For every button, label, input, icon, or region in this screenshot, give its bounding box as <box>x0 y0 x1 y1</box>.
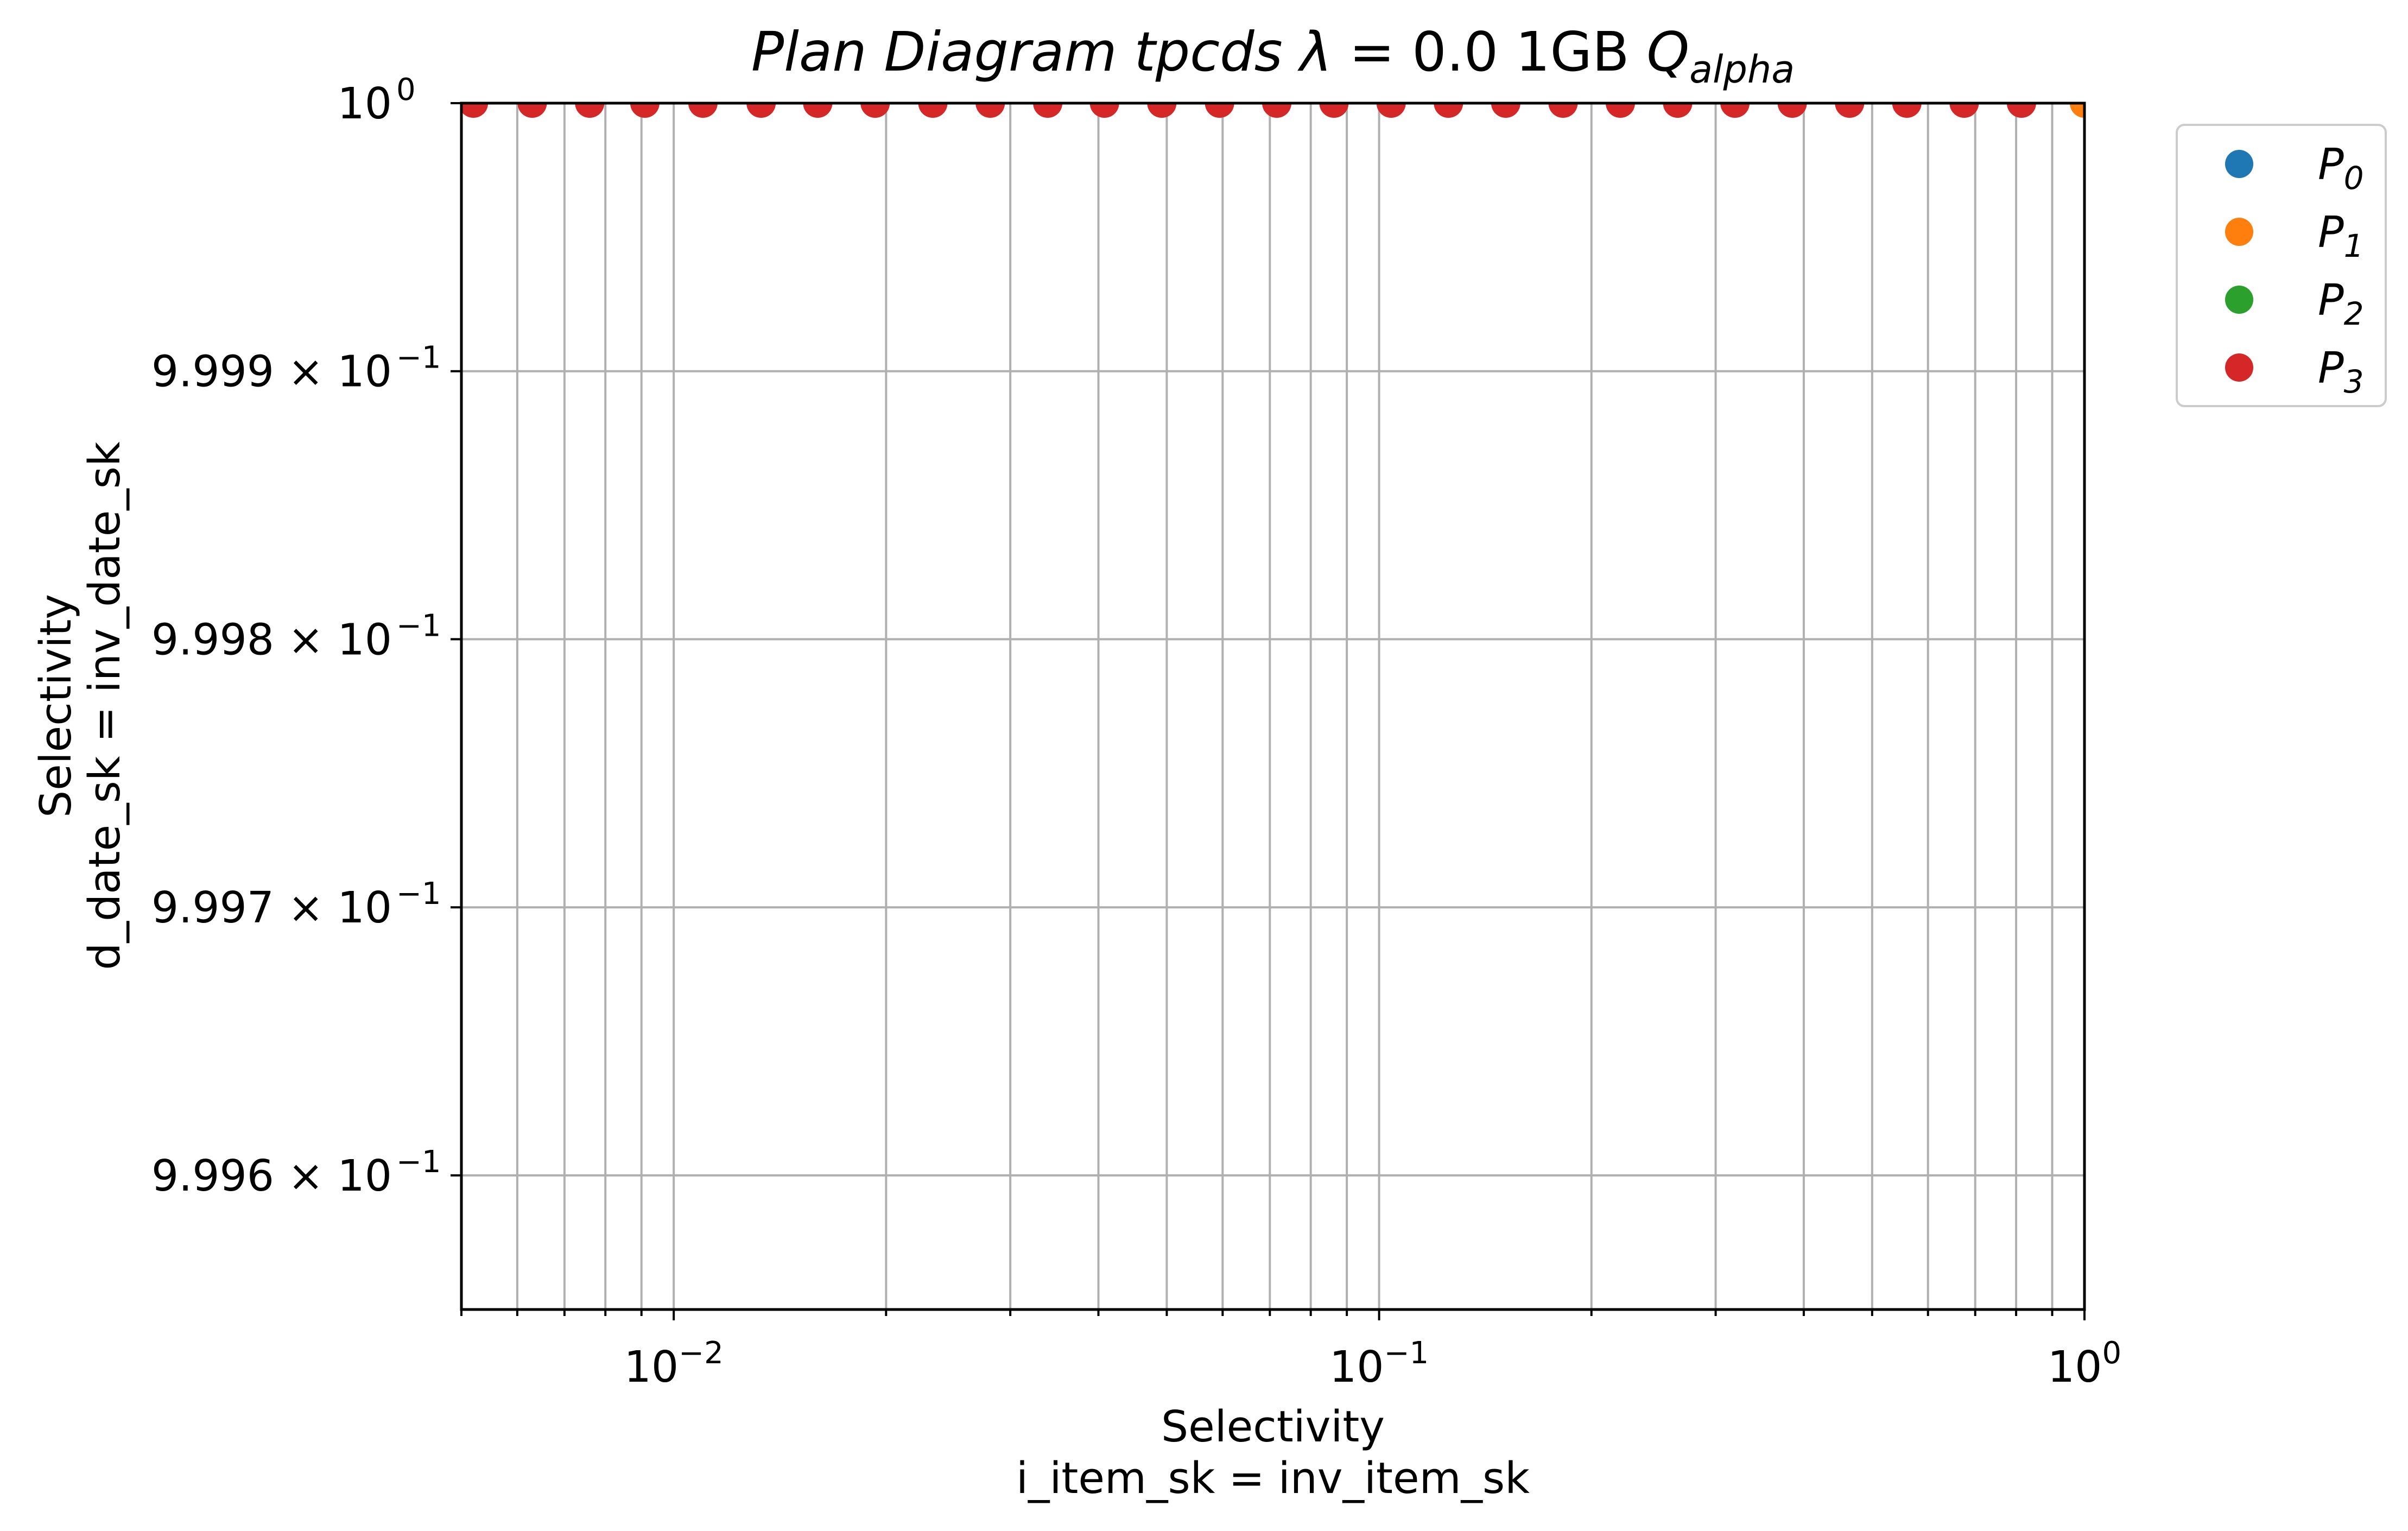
scatter-point-p3 <box>746 103 776 118</box>
scatter-point-p3 <box>461 103 489 118</box>
scatter-point-p3 <box>1491 103 1520 118</box>
scatter-point-p3 <box>1777 103 1807 118</box>
scatter-point-p3 <box>1606 103 1636 118</box>
x-tick-label: 10−1 <box>1329 1336 1429 1392</box>
scatter-point-p3 <box>2006 103 2036 118</box>
scatter-point-p3 <box>1205 103 1234 118</box>
y-tick-exponent: 0 <box>396 72 416 107</box>
legend-marker-p2 <box>2225 286 2253 314</box>
scatter-point-p3 <box>1892 103 1922 118</box>
y-axis-label-line-1: Selectivity <box>31 594 81 818</box>
legend-label-p2: P2 <box>2318 275 2364 332</box>
y-tick-exponent: −1 <box>396 876 441 912</box>
x-axis-label-line-2: i_item_sk = inv_item_sk <box>1016 1453 1530 1503</box>
scatter-point-p3 <box>1089 103 1119 118</box>
legend-label-p3: P3 <box>2318 343 2364 400</box>
scatter-point-p3 <box>1663 103 1693 118</box>
scatter-point-p3 <box>1262 103 1292 118</box>
y-tick-label: 9.997 × 10 <box>151 883 392 933</box>
scatter-point-p3 <box>1319 103 1349 118</box>
scatter-point-p3 <box>575 103 605 118</box>
legend-label-p1: P1 <box>2318 207 2364 264</box>
scatter-point-p3 <box>1835 103 1865 118</box>
legend-marker-p1 <box>2225 218 2253 246</box>
scatter-point-p3 <box>630 103 660 118</box>
scatter-point-p3 <box>1434 103 1463 118</box>
scatter-point-p3 <box>1147 103 1177 118</box>
y-tick-exponent: −1 <box>396 340 441 376</box>
y-tick-label: 9.996 × 10 <box>151 1151 392 1201</box>
scatter-point-p3 <box>688 103 718 118</box>
scatter-point-p3 <box>1376 103 1406 118</box>
scatter-point-p3 <box>1949 103 1979 118</box>
chart-title: Plan Diagram tpcds λ = 0.0 1GB Qalpha <box>751 20 1795 92</box>
y-tick-label: 10 <box>337 79 392 129</box>
scatter-point-p3 <box>517 103 547 118</box>
legend-label-p0: P0 <box>2318 140 2364 197</box>
legend-box <box>2176 124 2387 407</box>
plot-area <box>461 103 2084 1309</box>
scatter-point-p3 <box>1720 103 1750 118</box>
y-tick-label: 9.998 × 10 <box>151 615 392 665</box>
x-axis-label-line-1: Selectivity <box>1161 1402 1385 1452</box>
scatter-point-p3 <box>803 103 833 118</box>
y-tick-exponent: −1 <box>396 608 441 643</box>
legend-marker-p0 <box>2225 150 2253 178</box>
scatter-point-p3 <box>860 103 890 118</box>
scatter-point-p1 <box>2070 103 2084 118</box>
y-ticks-layer: 10 09.999 × 10 −19.998 × 10 −19.997 × 10 −19… <box>151 72 461 1201</box>
scatter-point-p3 <box>1548 103 1578 118</box>
legend: P0 P1 P2 P3 <box>2176 124 2387 407</box>
x-tick-label: 100 <box>2048 1336 2121 1392</box>
scatter-point-p3 <box>918 103 948 118</box>
points-layer <box>461 103 2084 118</box>
x-tick-label: 10−2 <box>624 1336 724 1392</box>
y-axis-label-line-2: d_date_sk = inv_date_sk <box>80 441 130 970</box>
plot-frame <box>460 102 2086 1311</box>
y-tick-exponent: −1 <box>396 1144 441 1180</box>
y-tick-label: 9.999 × 10 <box>151 347 392 397</box>
x-ticks-layer: 10−2 10−1 100 <box>460 1309 2121 1392</box>
scatter-point-p3 <box>975 103 1005 118</box>
scatter-point-p3 <box>1033 103 1063 118</box>
legend-marker-p3 <box>2225 353 2253 382</box>
